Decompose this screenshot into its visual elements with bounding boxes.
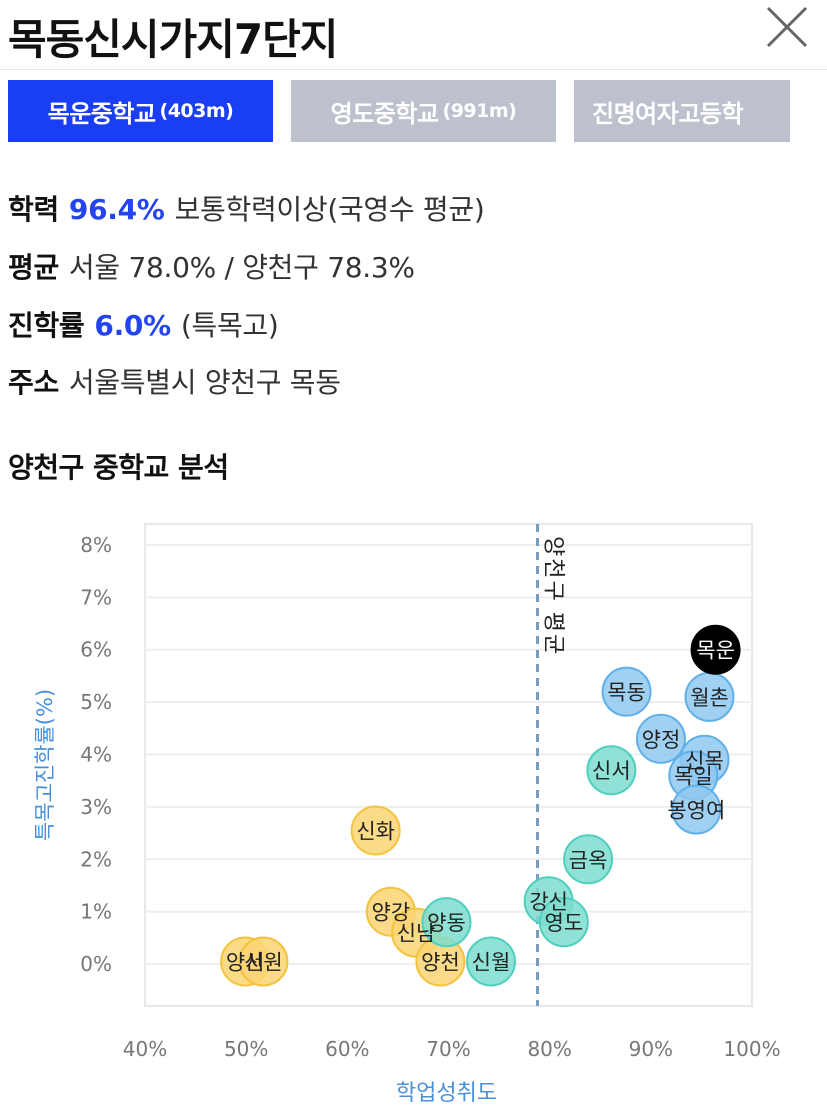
info-average: 평균 서울 78.0% / 양천구 78.3%: [8, 246, 415, 286]
tab-school-1[interactable]: 목운중학교 (403m): [8, 80, 273, 142]
bubble-label-신원: 신원: [244, 950, 283, 974]
y-axis-title: 특목고진학률(%): [33, 689, 57, 841]
info-achievement: 학력 96.4% 보통학력이상(국영수 평균): [8, 188, 485, 228]
achievement-label: 학력: [8, 193, 59, 226]
bubble-양동: [421, 897, 472, 948]
bubble-목운: [690, 624, 741, 675]
tab-school-1-distance: (403m): [159, 100, 234, 122]
page-title: 목동신시가지7단지: [8, 15, 338, 64]
achievement-note: 보통학력이상(국영수 평균): [174, 193, 485, 226]
bubble-label-금옥: 금옥: [569, 848, 608, 872]
y-tick-label: 6%: [80, 638, 112, 662]
bubble-label-신목: 신목: [685, 749, 724, 773]
bubble-label-양정: 양정: [642, 728, 681, 752]
bubble-label-양강: 양강: [372, 901, 411, 925]
title-bar: 목동신시가지7단지: [0, 0, 827, 70]
close-button[interactable]: [762, 4, 812, 52]
tab-school-3[interactable]: 진명여자고등학: [574, 80, 790, 142]
bubble-신서: [586, 745, 637, 796]
info-advancement: 진학률 6.0% (특목고): [8, 304, 279, 344]
average-label: 평균: [8, 251, 59, 284]
bubble-금옥: [563, 834, 614, 885]
bubble-신월: [465, 936, 516, 987]
advancement-value: 6.0%: [94, 309, 171, 342]
y-tick-label: 8%: [80, 533, 112, 557]
x-tick-label: 60%: [325, 1037, 369, 1061]
bubble-신화: [350, 805, 401, 856]
bubble-label-영도: 영도: [545, 911, 584, 935]
tab-school-3-name: 진명여자고등학: [592, 99, 744, 128]
y-tick-label: 4%: [80, 743, 112, 767]
bubble-양정: [635, 713, 686, 764]
y-tick-label: 1%: [80, 900, 112, 924]
average-reference-label: 양천구 평균: [541, 536, 566, 656]
x-tick-label: 50%: [224, 1037, 268, 1061]
address-value: 서울특별시 양천구 목동: [68, 366, 341, 399]
x-tick-label: 100%: [723, 1037, 780, 1061]
x-tick-label: 70%: [426, 1037, 470, 1061]
bubble-label-목운: 목운: [696, 639, 735, 663]
average-value: 서울 78.0% / 양천구 78.3%: [68, 251, 415, 284]
bubble-봉영여: [671, 784, 722, 835]
bubble-label-월촌: 월촌: [690, 686, 729, 710]
bubble-label-양천: 양천: [421, 950, 460, 974]
y-tick-label: 2%: [80, 847, 112, 871]
school-tabs: 목운중학교 (403m) 영도중학교 (991m) 진명여자고등학: [8, 80, 808, 142]
bubble-영도: [538, 897, 589, 948]
x-tick-label: 90%: [629, 1037, 673, 1061]
advancement-note: (특목고): [180, 309, 279, 342]
x-tick-label: 40%: [123, 1037, 167, 1061]
tab-school-2[interactable]: 영도중학교 (991m): [291, 80, 556, 142]
y-tick-label: 3%: [80, 795, 112, 819]
y-tick-label: 0%: [80, 952, 112, 976]
bubble-목동: [601, 666, 652, 717]
advancement-label: 진학률: [8, 309, 85, 342]
bubble-label-봉영여: 봉영여: [667, 799, 725, 823]
bubble-label-신남: 신남: [397, 922, 436, 946]
bubble-label-신화: 신화: [356, 819, 395, 843]
address-label: 주소: [8, 366, 59, 399]
y-tick-label: 7%: [80, 585, 112, 609]
y-tick-label: 5%: [80, 690, 112, 714]
x-axis-title: 학업성취도: [396, 1081, 497, 1106]
x-tick-label: 80%: [527, 1037, 571, 1061]
bubble-label-목일: 목일: [674, 764, 713, 788]
bubble-label-양동: 양동: [427, 911, 466, 935]
tab-school-1-name: 목운중학교: [47, 99, 156, 128]
scatter-chart: 8% 7% 6% 5% 4% 3% 2% 1% 0% 40% 50% 60% 70% 80% 90% 100%…: [33, 523, 781, 1106]
bubble-label-신서: 신서: [592, 759, 631, 783]
close-icon[interactable]: [762, 4, 812, 52]
achievement-value: 96.4%: [68, 193, 165, 226]
bubble-신원: [238, 936, 289, 987]
tab-school-2-distance: (991m): [442, 100, 517, 122]
tab-school-2-name: 영도중학교: [330, 99, 439, 128]
info-address: 주소 서울특별시 양천구 목동: [8, 361, 341, 401]
section-title: 양천구 중학교 분석: [8, 451, 229, 484]
bubble-label-신월: 신월: [472, 950, 511, 974]
bubble-label-양서: 양서: [226, 950, 265, 974]
bubble-label-목동: 목동: [607, 681, 646, 705]
bubble-label-강신: 강신: [529, 890, 568, 914]
